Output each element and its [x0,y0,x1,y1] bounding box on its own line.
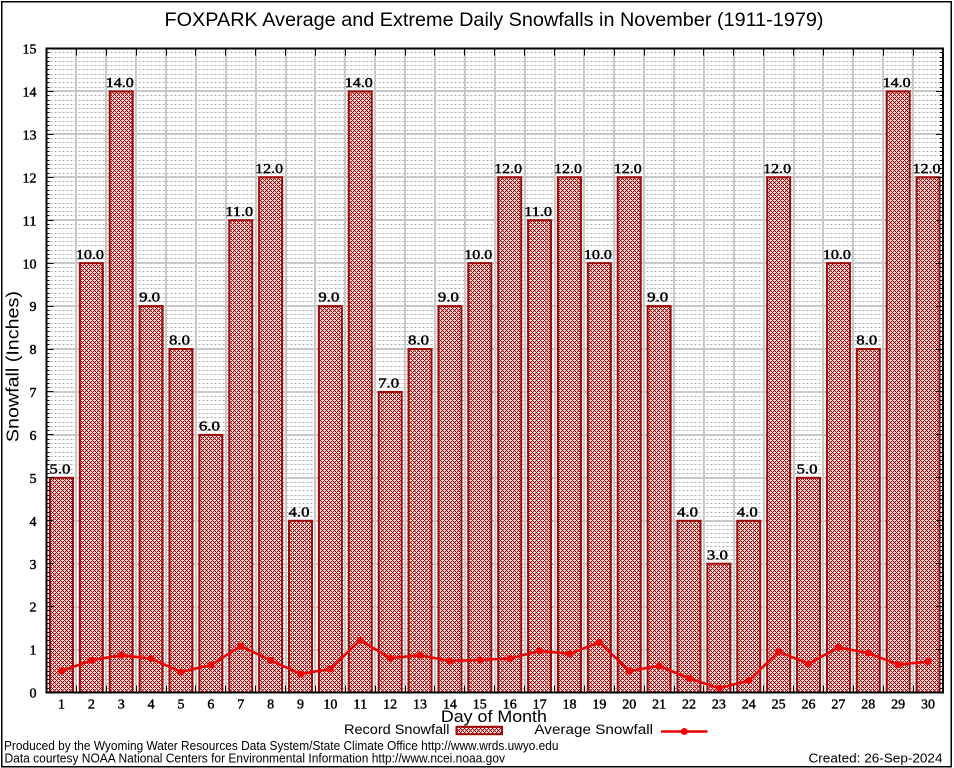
svg-text:14: 14 [443,697,457,712]
svg-text:25: 25 [772,697,786,712]
svg-text:12.0: 12.0 [913,162,941,177]
svg-text:28: 28 [861,697,875,712]
svg-text:Data courtesy NOAA National Ce: Data courtesy NOAA National Centers for … [5,752,506,766]
svg-text:21: 21 [652,697,666,712]
svg-text:7: 7 [237,697,244,712]
svg-text:8: 8 [267,697,274,712]
svg-text:10.0: 10.0 [76,248,104,263]
svg-text:20: 20 [622,697,636,712]
svg-text:14.0: 14.0 [883,76,911,91]
svg-text:9.0: 9.0 [647,291,668,306]
svg-text:Produced by the Wyoming Water: Produced by the Wyoming Water Resources … [4,739,559,753]
svg-text:Snowfall (Inches): Snowfall (Inches) [3,291,23,442]
svg-text:22: 22 [682,697,696,712]
svg-text:11: 11 [353,697,367,712]
svg-text:10.0: 10.0 [823,248,851,263]
svg-text:Average Snowfall: Average Snowfall [534,722,653,737]
svg-text:1: 1 [30,644,37,659]
svg-text:9.0: 9.0 [438,291,459,306]
svg-text:5: 5 [30,472,37,487]
svg-text:9.0: 9.0 [139,291,160,306]
svg-text:15: 15 [473,697,487,712]
svg-text:4.0: 4.0 [289,505,310,520]
svg-text:Day of Month: Day of Month [441,708,547,726]
svg-text:10: 10 [323,697,337,712]
svg-text:3: 3 [30,558,37,573]
svg-text:13: 13 [23,128,37,143]
svg-text:1: 1 [58,697,65,712]
svg-text:23: 23 [712,697,726,712]
svg-text:12.0: 12.0 [494,162,522,177]
svg-text:30: 30 [921,697,935,712]
svg-text:8.0: 8.0 [408,334,429,349]
svg-text:4.0: 4.0 [737,505,758,520]
svg-text:29: 29 [891,697,905,712]
svg-text:12: 12 [383,697,397,712]
svg-text:6: 6 [207,697,214,712]
svg-text:9: 9 [297,697,304,712]
svg-text:9: 9 [30,300,37,315]
svg-text:11.0: 11.0 [225,205,253,220]
svg-text:7.0: 7.0 [378,377,399,392]
svg-text:9.0: 9.0 [318,291,339,306]
svg-text:27: 27 [831,697,845,712]
svg-text:12.0: 12.0 [763,162,791,177]
svg-text:6.0: 6.0 [199,420,220,435]
svg-text:FOXPARK Average and Extreme Da: FOXPARK Average and Extreme Daily Snowfa… [165,9,824,31]
svg-text:8.0: 8.0 [856,334,877,349]
svg-text:12.0: 12.0 [554,162,582,177]
svg-text:10.0: 10.0 [464,248,492,263]
svg-text:8.0: 8.0 [169,334,190,349]
svg-text:26: 26 [802,697,816,712]
svg-text:15: 15 [23,43,37,58]
svg-text:24: 24 [742,697,756,712]
svg-text:3: 3 [118,697,125,712]
svg-text:16: 16 [503,697,517,712]
svg-text:13: 13 [413,697,427,712]
svg-text:4: 4 [30,515,37,530]
svg-text:5.0: 5.0 [49,462,70,477]
svg-text:4.0: 4.0 [677,505,698,520]
svg-text:10.0: 10.0 [584,248,612,263]
svg-text:0: 0 [30,687,37,702]
svg-text:12: 12 [23,171,37,186]
svg-text:4: 4 [148,697,155,712]
svg-text:2: 2 [88,697,95,712]
svg-text:18: 18 [562,697,576,712]
svg-text:8: 8 [30,343,37,358]
svg-text:7: 7 [30,386,37,401]
svg-text:14: 14 [23,86,37,101]
svg-text:12.0: 12.0 [614,162,642,177]
svg-text:Record Snowfall: Record Snowfall [344,722,450,737]
svg-text:14.0: 14.0 [345,76,373,91]
svg-text:5: 5 [177,697,184,712]
svg-text:11.0: 11.0 [524,205,552,220]
svg-text:17: 17 [533,697,547,712]
svg-text:11: 11 [23,214,37,229]
svg-text:19: 19 [592,697,606,712]
svg-text:14.0: 14.0 [106,76,134,91]
svg-text:10: 10 [23,257,37,272]
svg-text:2: 2 [30,601,37,616]
svg-text:5.0: 5.0 [797,462,818,477]
svg-text:3.0: 3.0 [707,548,728,563]
svg-text:Created: 26-Sep-2024: Created: 26-Sep-2024 [809,752,943,766]
svg-text:6: 6 [30,429,37,444]
svg-text:12.0: 12.0 [255,162,283,177]
